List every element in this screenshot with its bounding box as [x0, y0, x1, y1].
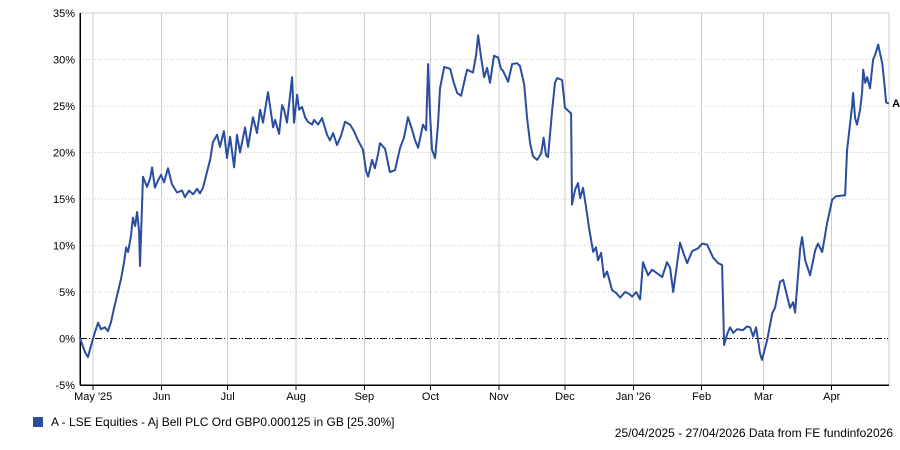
- x-axis-label: Feb: [692, 391, 711, 403]
- x-axis-label: Apr: [823, 391, 840, 403]
- y-axis-label: 10%: [53, 241, 75, 253]
- legend: A - LSE Equities - Aj Bell PLC Ord GBP0.…: [33, 415, 395, 429]
- legend-marker: [33, 417, 43, 427]
- x-axis-label: Nov: [489, 391, 509, 403]
- footer-date-range: 25/04/2025 - 27/04/2026 Data from FE fun…: [614, 426, 893, 440]
- x-axis-label: Dec: [555, 391, 575, 403]
- x-axis-label: Oct: [422, 391, 439, 403]
- x-axis-label: Jul: [221, 391, 235, 403]
- y-axis-label: -5%: [55, 380, 75, 392]
- x-axis-label: Aug: [286, 391, 306, 403]
- x-axis-label: Mar: [754, 391, 773, 403]
- y-axis-label: 25%: [53, 101, 75, 113]
- y-axis-label: 20%: [53, 148, 75, 160]
- y-axis-label: 5%: [59, 287, 75, 299]
- series-end-label: A: [892, 98, 900, 110]
- y-axis-label: 15%: [53, 194, 75, 206]
- legend-label: A - LSE Equities - Aj Bell PLC Ord GBP0.…: [51, 415, 395, 429]
- x-axis-label: May '25: [74, 391, 112, 403]
- x-axis-label: Jan '26: [616, 391, 651, 403]
- price-line: [79, 34, 890, 361]
- y-axis-label: 35%: [53, 8, 75, 20]
- x-axis-label: Sep: [355, 391, 375, 403]
- y-axis-label: 30%: [53, 55, 75, 67]
- x-axis-label: Jun: [153, 391, 171, 403]
- y-axis-label: 0%: [59, 334, 75, 346]
